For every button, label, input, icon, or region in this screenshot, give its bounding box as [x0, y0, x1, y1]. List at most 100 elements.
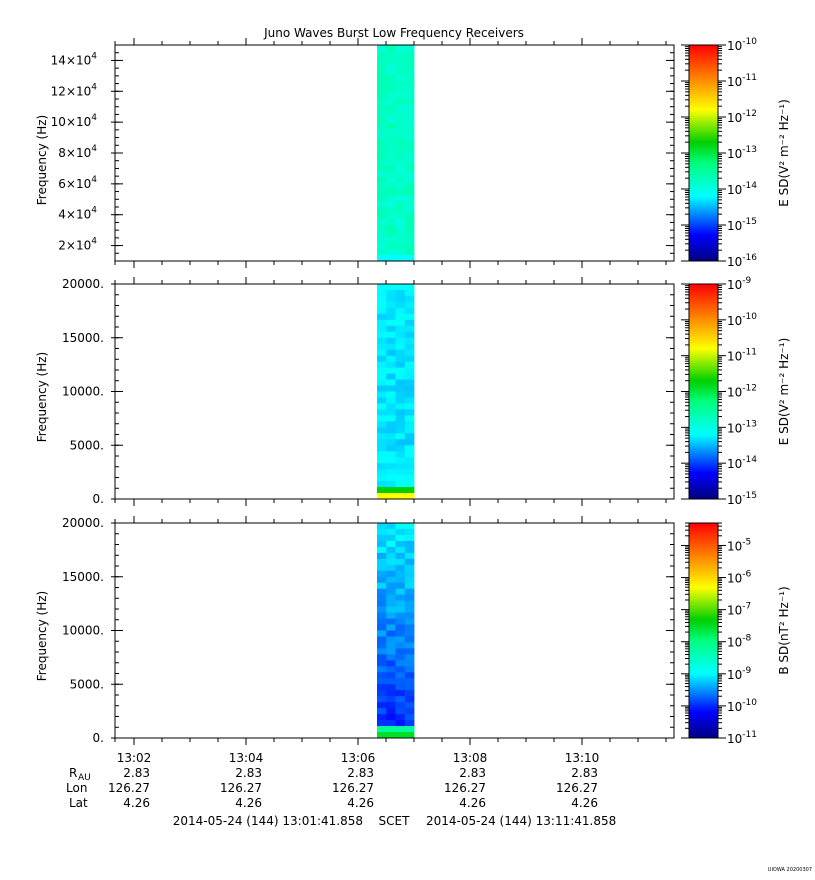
heatmap-cell [395, 714, 406, 721]
heatmap-cell [404, 75, 415, 82]
heatmap-cell [386, 243, 396, 250]
heatmap-cell [386, 343, 396, 351]
heatmap-cell [377, 129, 387, 136]
heatmap-cell [386, 373, 396, 380]
heatmap-cell [386, 624, 396, 631]
heatmap-cell [395, 570, 406, 578]
heatmap-cell [386, 493, 396, 500]
colorbar-label: B SD(nT² Hz⁻¹) [777, 586, 791, 674]
heatmap-cell [395, 231, 406, 238]
heatmap-cell [404, 546, 415, 554]
heatmap-cell [386, 618, 396, 625]
heatmap-cell [386, 708, 396, 715]
heatmap-cell [404, 427, 415, 434]
heatmap-cell [395, 313, 406, 321]
heatmap-cell [386, 654, 396, 661]
heatmap-cell [386, 588, 396, 596]
colorbar-tick-label: 10-10 [727, 312, 757, 328]
heatmap-cell [404, 564, 415, 572]
heatmap-cell [377, 594, 387, 602]
colorbar-tick-label: 10-13 [727, 419, 757, 435]
heatmap-cell [395, 135, 406, 142]
heatmap-cell [404, 648, 415, 655]
heatmap-cell [377, 600, 387, 608]
heatmap-cell [377, 385, 387, 392]
colorbar-tick-label: 10-16 [727, 253, 757, 269]
heatmap-cell [377, 301, 387, 309]
heatmap-cell [404, 528, 415, 536]
y-axis-label: Frequency (Hz) [35, 352, 49, 443]
ephemeris-value-lat: 4.26 [459, 796, 486, 810]
ephemeris-value-lat: 4.26 [235, 796, 262, 810]
heatmap-cell [377, 702, 387, 709]
heatmap-cell [404, 660, 415, 667]
heatmap-cell [395, 558, 406, 566]
heatmap-cell [386, 255, 396, 262]
heatmap-cell [395, 391, 406, 398]
heatmap-cell [404, 111, 415, 118]
heatmap-cell [386, 385, 396, 392]
heatmap-cell [395, 445, 406, 452]
heatmap-cell [395, 493, 406, 500]
heatmap-cell [395, 654, 406, 661]
heatmap-cell [395, 249, 406, 256]
heatmap-cell [386, 397, 396, 404]
colorbar-tick-label: 10-5 [727, 537, 751, 553]
heatmap-cell [377, 57, 387, 64]
heatmap-cell [386, 642, 396, 649]
heatmap-cell [377, 213, 387, 220]
heatmap-cell [404, 81, 415, 88]
heatmap-cell [404, 391, 415, 398]
heatmap-cell [395, 403, 406, 410]
heatmap-cell [377, 237, 387, 244]
heatmap-cell [377, 463, 387, 470]
ephemeris-value-r: 2.83 [123, 766, 150, 780]
heatmap-cell [377, 403, 387, 410]
colorbar-tick-label: 10-15 [727, 217, 757, 233]
heatmap-cell [395, 379, 406, 386]
heatmap-cell [404, 624, 415, 631]
heatmap-cell [395, 475, 406, 482]
x-tick-label: 13:04 [229, 751, 264, 765]
x-tick-label: 13:08 [453, 751, 488, 765]
colorbar-tick-label: 10-10 [727, 698, 757, 714]
colorbar-1 [689, 45, 718, 261]
heatmap-cell [377, 672, 387, 679]
heatmap-cell [404, 714, 415, 721]
heatmap-cell [395, 237, 406, 244]
heatmap-cell [386, 481, 396, 488]
heatmap-cell [404, 708, 415, 715]
y-tick-label: 15000. [62, 331, 104, 345]
ephemeris-value-r: 2.83 [459, 766, 486, 780]
heatmap-cell [395, 343, 406, 351]
heatmap-cell [386, 732, 396, 739]
heatmap-cell [377, 690, 387, 697]
heatmap-cell [395, 642, 406, 649]
heatmap-cell [377, 93, 387, 100]
heatmap-cell [386, 409, 396, 416]
heatmap-cell [395, 177, 406, 184]
heatmap-cell [395, 702, 406, 709]
heatmap-cell [404, 159, 415, 166]
heatmap-cell [377, 177, 387, 184]
ephemeris-value-lat: 4.26 [123, 796, 150, 810]
heatmap-cell [404, 87, 415, 94]
heatmap-cell [377, 546, 387, 554]
heatmap-cell [377, 654, 387, 661]
heatmap-cell [404, 720, 415, 727]
heatmap-cell [386, 81, 396, 88]
heatmap-cell [386, 606, 396, 613]
heatmap-cell [377, 63, 387, 70]
footer-credit: UIOWA 20200307 [768, 867, 812, 873]
heatmap-cell [404, 540, 415, 548]
heatmap-cell [386, 111, 396, 118]
heatmap-cell [395, 289, 406, 297]
heatmap-cell [386, 93, 396, 100]
colorbar-tick-label: 10-6 [727, 570, 752, 586]
panel-2: 0. 5000. 10000. 15000. 20000. Frequency (Hz) 1… [35, 276, 791, 507]
heatmap-cell [386, 123, 396, 130]
colorbar-tick-label: 10-11 [727, 73, 757, 89]
heatmap-cell [395, 361, 406, 369]
colorbar-tick-label: 10-7 [727, 602, 751, 618]
